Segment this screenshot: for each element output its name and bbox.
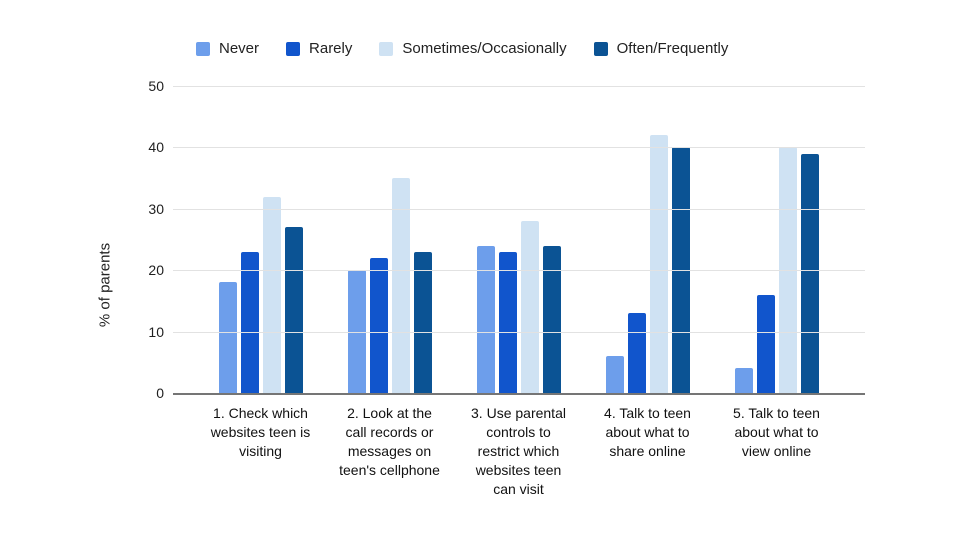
legend-swatch-icon [196, 41, 210, 56]
gridline-40 [173, 147, 865, 149]
y-tick-label-50: 50 [148, 78, 164, 94]
bar-never-cat4[interactable] [605, 356, 624, 393]
bar-never-cat1[interactable] [218, 282, 237, 393]
bar-rarely-cat5[interactable] [756, 294, 775, 393]
bar-sometimes-occasionally-cat2[interactable] [391, 178, 410, 393]
x-axis-label-1: 1. Check which websites teen is visiting [210, 405, 311, 459]
x-axis-label-3: 3. Use parental controls to restrict whi… [471, 405, 566, 497]
x-axis-labels: 1. Check which websites teen is visiting… [196, 404, 841, 499]
plot-area [173, 86, 865, 395]
bar-group-2 [325, 86, 454, 393]
bar-never-cat2[interactable] [347, 270, 366, 393]
bar-often-frequently-cat5[interactable] [800, 153, 819, 393]
bar-often-frequently-cat1[interactable] [284, 227, 303, 393]
legend-swatch-icon [593, 41, 608, 56]
gridline-30 [173, 208, 865, 210]
y-axis-title: % of parents [96, 242, 114, 328]
bar-group-5 [712, 86, 841, 393]
chart-legend: Never Rarely Sometimes/Occasionally Often/F… [196, 40, 728, 57]
bar-never-cat3[interactable] [476, 245, 495, 393]
x-axis-label-2: 2. Look at the call records or messages … [339, 405, 440, 478]
bar-sometimes-occasionally-cat1[interactable] [262, 196, 281, 393]
gridline-50 [173, 86, 865, 87]
bar-rarely-cat1[interactable] [240, 251, 259, 393]
y-tick-label-20: 20 [148, 262, 164, 279]
bar-rarely-cat3[interactable] [498, 251, 517, 393]
legend-swatch-icon [286, 41, 301, 56]
legend-item-3: Often/Frequently [593, 40, 729, 57]
bar-often-frequently-cat3[interactable] [542, 245, 561, 393]
legend-label: Often/Frequently [616, 40, 729, 57]
bar-often-frequently-cat2[interactable] [413, 251, 432, 393]
bar-groups [196, 86, 841, 393]
bar-sometimes-occasionally-cat4[interactable] [649, 135, 668, 393]
y-tick-label-30: 30 [148, 200, 164, 217]
bar-sometimes-occasionally-cat3[interactable] [520, 221, 539, 393]
bar-group-1 [196, 86, 325, 393]
x-axis-label-5: 5. Talk to teen about what to view onlin… [733, 405, 820, 459]
legend-swatch-icon [379, 41, 394, 56]
gridline-20 [173, 270, 865, 272]
bar-group-3 [454, 86, 583, 393]
bar-rarely-cat2[interactable] [369, 257, 388, 393]
legend-item-1: Rarely [286, 40, 352, 57]
legend-item-2: Sometimes/Occasionally [379, 40, 567, 57]
y-tick-label-10: 10 [148, 323, 164, 340]
legend-label: Never [219, 40, 260, 57]
y-tick-label-40: 40 [148, 139, 164, 156]
legend-label: Sometimes/Occasionally [402, 40, 567, 57]
y-tick-label-0: 0 [156, 385, 164, 401]
bar-rarely-cat4[interactable] [627, 313, 646, 393]
gridline-10 [173, 331, 865, 333]
x-axis-label-4: 4. Talk to teen about what to share onli… [604, 405, 691, 459]
bar-never-cat5[interactable] [734, 368, 753, 393]
legend-label: Rarely [309, 40, 353, 57]
bar-group-4 [583, 86, 712, 393]
legend-item-0: Never [196, 40, 259, 57]
